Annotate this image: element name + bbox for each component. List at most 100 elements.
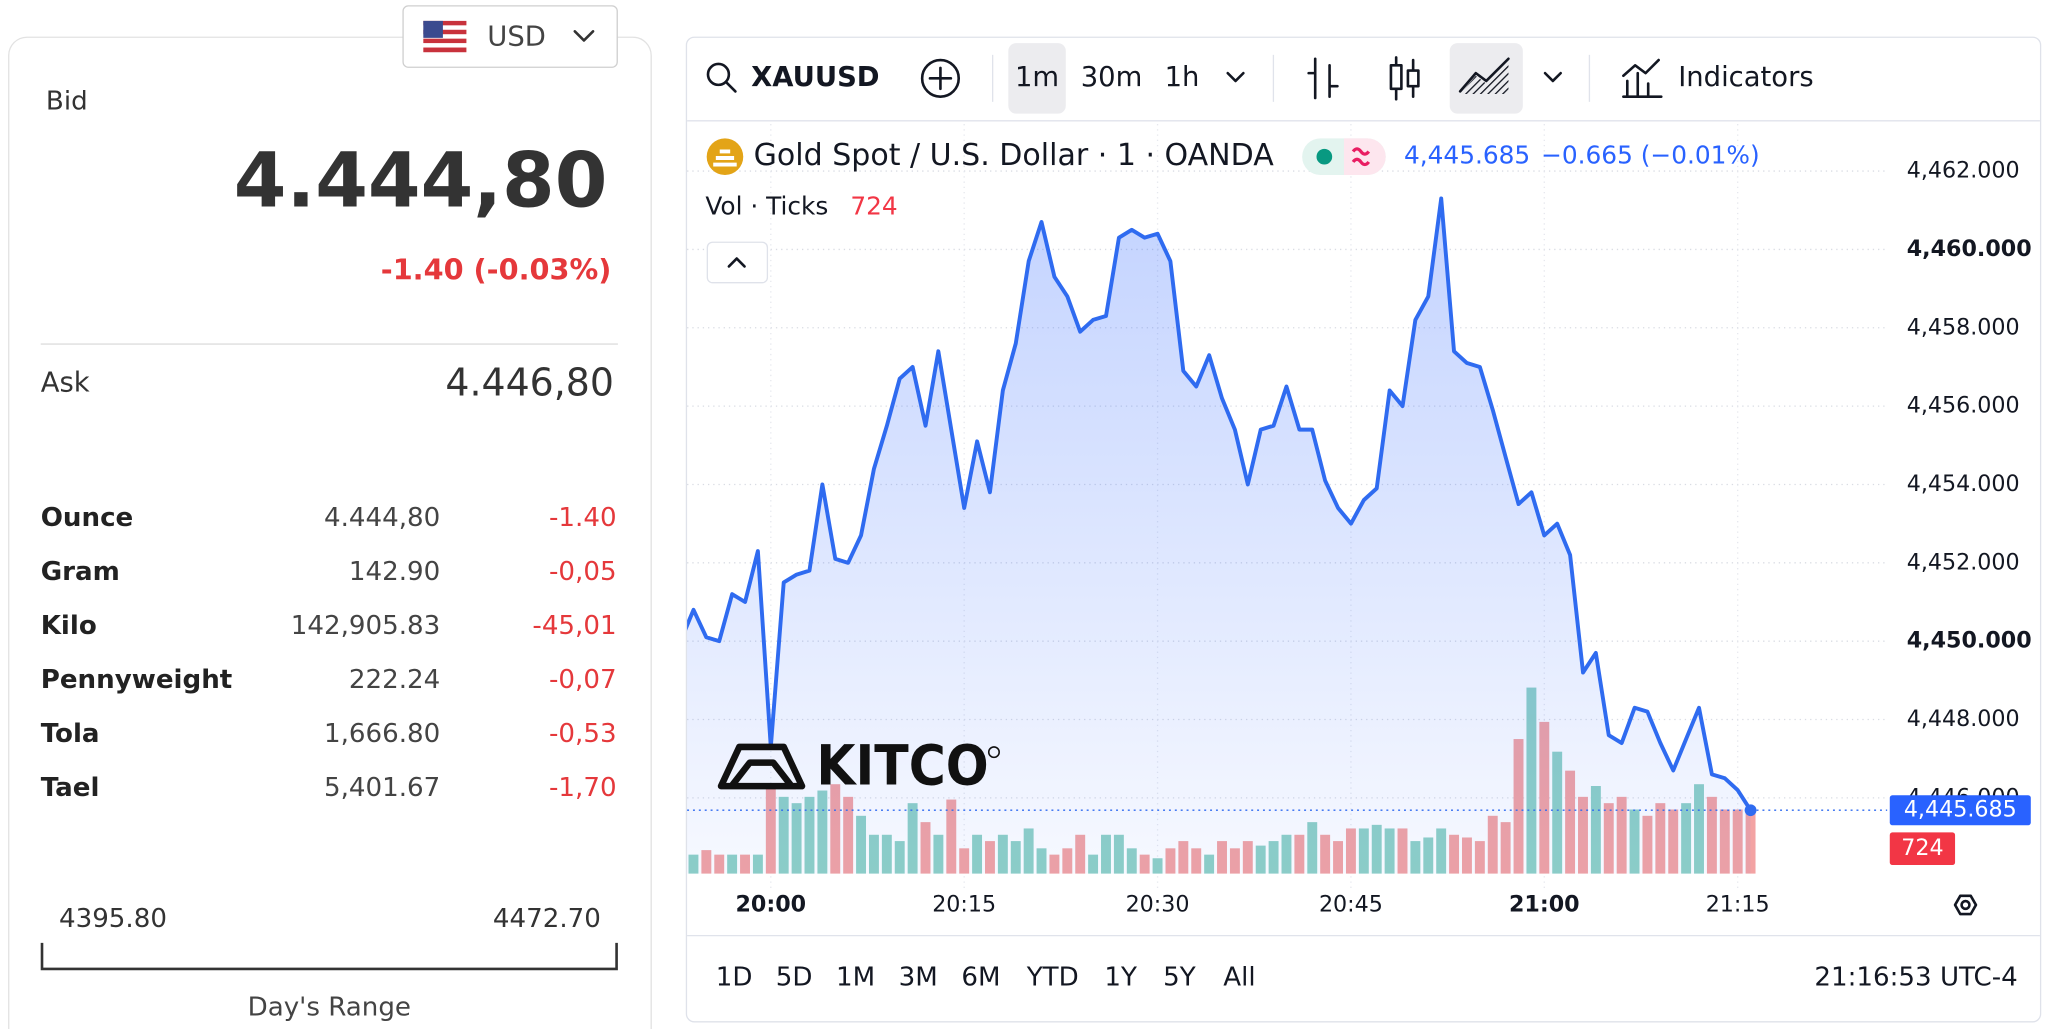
interval-dropdown[interactable] [1226,71,1245,83]
collapse-button[interactable] [706,241,769,284]
x-tick-label: 20:45 [1319,891,1383,917]
panel-card [8,36,652,1029]
y-tick-label: 4,456.000 [1907,393,2020,419]
range-button[interactable]: All [1223,963,1255,993]
volume-bar [676,850,686,873]
y-tick-label: 4,454.000 [1907,471,2020,497]
area-style-button[interactable] [1458,57,1510,95]
style-dropdown[interactable] [1543,71,1563,83]
kitco-wordmark: KITCO [816,733,988,797]
plus-circle [920,58,961,98]
search-icon [706,62,731,87]
interval-button[interactable]: 1h [1165,62,1200,93]
area-icon-fill [1460,61,1509,95]
range-bar [40,942,618,971]
status-badge-half [1343,138,1386,175]
y-tick-label: 4,450.000 [1907,628,2032,654]
unit-change: -0,53 [549,719,617,749]
area-icon-line [1458,57,1510,93]
last-price-tag-label: 4,445.685 [1904,797,2017,823]
x-tick-label: 20:00 [735,891,806,917]
last-volume-tag-label: 724 [1901,835,1943,861]
volume-legend: Vol · Ticks [705,192,828,221]
candle-body [1406,69,1420,88]
unit-name: Kilo [41,611,97,641]
range-button[interactable]: 6M [961,963,1000,993]
x-tick-label: 21:15 [1706,891,1770,917]
range-button[interactable]: 3M [899,963,938,993]
quote-panel: USD Bid 4.444,80 -1.40 (-0.03%) Ask 4.44… [8,5,652,1029]
range-label: Day's Range [248,993,411,1023]
registered-mark [987,746,1000,759]
chart-title: Gold Spot / U.S. Dollar · 1 · OANDA [754,138,1275,173]
bars-style-button[interactable] [1307,57,1339,100]
indicators-button[interactable]: Indicators [1622,58,1814,98]
candle-body [1389,63,1403,91]
chart-panel: XAUUSD 1m 30m 1h [676,36,2042,1023]
unit-change: -1,70 [549,773,617,803]
unit-table: Ounce 4.444,80 -1.40 Gram 142.90 -0,05 Kilo 142… [41,503,617,803]
interval-button[interactable]: 30m [1081,62,1143,93]
settings-button[interactable] [1953,894,1978,916]
x-tick-label: 21:00 [1509,891,1580,917]
range-low: 4395.80 [59,904,167,934]
indicators-label[interactable]: Indicators [1678,62,1813,93]
legend-last-price: 4,445.685 [1404,141,1530,170]
indicators-icon [1622,58,1663,98]
bid-change: -1.40 (-0.03%) [381,253,612,287]
last-price-dot [1744,804,1757,817]
range-button[interactable]: 1M [836,963,875,993]
symbol[interactable]: XAUUSD [751,62,880,93]
kitco-watermark: KITCO [717,733,1000,797]
plus-icon [928,66,953,91]
unit-price: 5,401.67 [324,773,440,803]
range-button[interactable]: 1D [716,963,753,993]
x-tick-label: 20:15 [932,891,996,917]
unit-price: 142.90 [349,557,440,587]
range-button[interactable]: 1Y [1104,963,1137,993]
candles-style-button[interactable] [1389,56,1420,101]
y-tick-label: 4,448.000 [1907,706,2020,732]
toolbar: XAUUSD 1m 30m 1h [706,43,1814,114]
symbol-search[interactable]: XAUUSD [706,62,880,93]
compare-button[interactable] [920,58,961,98]
volume-legend-value: 724 [850,192,897,221]
range-selector: 1D 5D 1M 3M 6M YTD 1Y 5Y All [716,963,1256,993]
search-icon-handle [724,80,737,93]
plot-area: 4,446.0004,448.0004,450.0004,452.0004,45… [676,124,2032,917]
chart-legend: Gold Spot / U.S. Dollar · 1 · OANDA 4,44… [705,138,1760,284]
price-line [687,196,1753,812]
volume-bar [1745,808,1756,874]
last-price-tag [1889,795,2031,826]
chevron-up-icon [727,257,746,268]
ask-price: 4.446,80 [445,361,614,405]
interval-button[interactable]: 1m [1015,62,1059,93]
range-button[interactable]: YTD [1026,963,1079,993]
price-area [687,198,1751,874]
y-tick-label: 4,462.000 [1907,158,2020,184]
unit-name: Tola [41,719,100,749]
range-button[interactable]: 5D [776,963,813,993]
active-interval-bg [1008,43,1066,114]
active-style-bg [1449,43,1523,114]
range-button[interactable]: 5Y [1163,963,1196,993]
delayed-icon [1351,147,1371,167]
bid-price: 4.444,80 [234,136,608,224]
ask-label: Ask [41,367,90,398]
y-tick-label: 4,452.000 [1907,549,2020,575]
last-volume-tag [1889,832,1956,866]
unit-change: -45,01 [532,611,616,641]
unit-name: Ounce [41,503,134,533]
symbol-logo-bars [713,149,737,167]
currency-code: USD [487,21,546,52]
currency-selector[interactable]: USD [402,5,618,68]
unit-name: Tael [41,773,100,803]
unit-change: -0,05 [549,557,617,587]
unit-change: -0,07 [549,665,617,695]
market-open-dot [1316,148,1333,165]
legend-change: −0.665 (−0.01%) [1541,141,1760,170]
unit-price: 4.444,80 [324,503,440,533]
collapse-legend-button[interactable] [706,241,769,284]
unit-price: 1,666.80 [324,719,440,749]
